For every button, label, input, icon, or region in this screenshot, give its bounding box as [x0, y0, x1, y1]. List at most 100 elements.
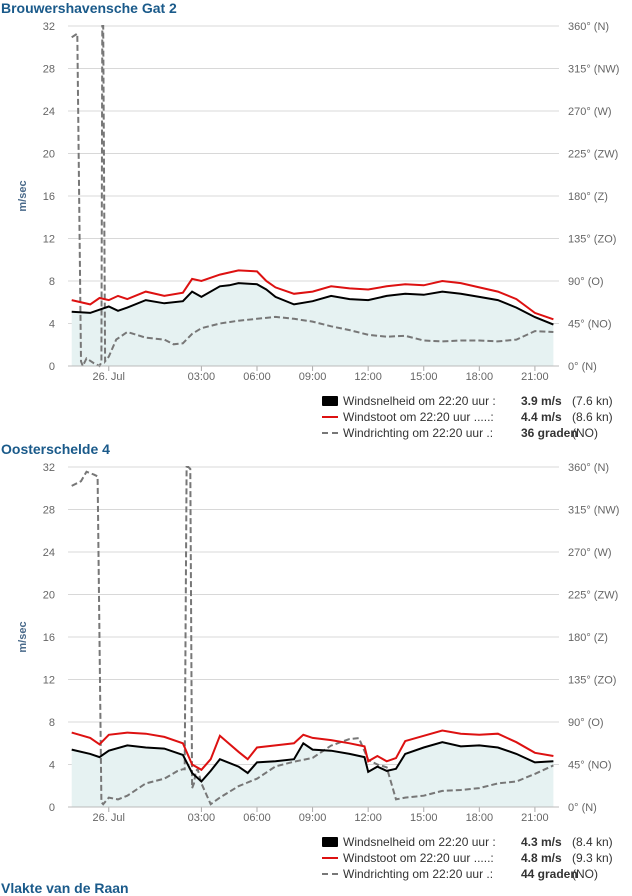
y-tick-label: 16 — [43, 632, 55, 644]
y-tick-label: 28 — [43, 64, 55, 76]
y-tick-label: 32 — [43, 462, 55, 474]
y2-tick-label: 0° (N) — [568, 361, 597, 373]
legend-item-windrichting[interactable]: Windrichting om 22:20 uur .: 44 graden (… — [322, 866, 632, 882]
y2-tick-label: 0° (N) — [568, 802, 597, 814]
y-tick-label: 16 — [43, 191, 55, 203]
station-title: Oosterschelde 4 — [1, 441, 110, 457]
legend-label: Windsnelheid om 22:20 uur : — [343, 835, 496, 849]
legend-swatch-speed — [322, 396, 338, 406]
y-tick-label: 20 — [43, 590, 55, 602]
y2-tick-label: 45° (NO) — [568, 760, 612, 772]
legend-item-windstoot[interactable]: Windstoot om 22:20 uur .....: 4.8 m/s (9… — [322, 850, 632, 866]
y-tick-label: 4 — [49, 319, 55, 331]
y-tick-label: 28 — [43, 505, 55, 517]
series-line-windrichting[interactable] — [71, 25, 554, 369]
legend-item-windsnelheid[interactable]: Windsnelheid om 22:20 uur : 3.9 m/s (7.6… — [322, 393, 632, 409]
legend-swatch-direction — [322, 873, 338, 875]
x-tick-label: 26. Jul — [93, 812, 125, 824]
series-line-windsnelheid[interactable] — [71, 282, 554, 326]
x-tick-label: 06:00 — [243, 371, 271, 383]
x-tick-label: 18:00 — [466, 371, 494, 383]
legend-unit: (8.6 kn) — [572, 410, 613, 424]
station-title-partial: Vlakte van de Raan — [1, 880, 129, 896]
legend-unit: (NO) — [572, 426, 598, 440]
y2-tick-label: 90° (O) — [568, 276, 604, 288]
y2-tick-label: 135° (ZO) — [568, 675, 616, 687]
series-line-windsnelheid[interactable] — [71, 741, 554, 783]
y2-tick-label: 270° (W) — [568, 547, 612, 559]
legend-value: 3.9 m/s — [521, 394, 562, 408]
x-tick-label: 12:00 — [354, 812, 382, 824]
x-tick-label: 15:00 — [410, 812, 438, 824]
legend-item-windrichting[interactable]: Windrichting om 22:20 uur .: 36 graden (… — [322, 425, 632, 441]
y2-tick-label: 225° (ZW) — [568, 149, 618, 161]
y2-tick-label: 270° (W) — [568, 106, 612, 118]
legend-swatch-speed — [322, 837, 338, 847]
x-tick-label: 18:00 — [466, 812, 494, 824]
legend-label: Windrichting om 22:20 uur .: — [343, 426, 494, 440]
legend-label: Windstoot om 22:20 uur .....: — [343, 410, 494, 424]
legend-swatch-gust — [322, 857, 338, 859]
y-tick-label: 8 — [49, 276, 55, 288]
x-tick-label: 26. Jul — [93, 371, 125, 383]
y2-tick-label: 225° (ZW) — [568, 590, 618, 602]
y-tick-label: 20 — [43, 149, 55, 161]
y2-tick-label: 180° (Z) — [568, 632, 608, 644]
legend-label: Windrichting om 22:20 uur .: — [343, 867, 494, 881]
y-tick-label: 8 — [49, 717, 55, 729]
y2-tick-label: 45° (NO) — [568, 319, 612, 331]
wind-chart: 0 4 8 12 16 20 24 28 32 0° (N) 45° (NO) 90° (O) 135°… — [17, 21, 619, 383]
x-tick-label: 09:00 — [299, 812, 327, 824]
station-panel-oosterschelde: Oosterschelde 4 0 4 8 12 16 20 24 28 32 0° (N) 45°… — [0, 441, 632, 881]
legend-swatch-direction — [322, 432, 338, 434]
series-line-windstoot[interactable] — [71, 729, 554, 772]
y-tick-label: 4 — [49, 760, 55, 772]
y2-tick-label: 360° (N) — [568, 462, 609, 474]
y-tick-label: 24 — [43, 547, 55, 559]
y2-tick-label: 315° (NW) — [568, 64, 619, 76]
legend-item-windsnelheid[interactable]: Windsnelheid om 22:20 uur : 4.3 m/s (8.4… — [322, 834, 632, 850]
station-panel-brouwershavensche: Brouwershavensche Gat 2 0 4 8 12 16 20 24 28 32 0… — [0, 0, 632, 440]
x-tick-label: 03:00 — [188, 371, 216, 383]
legend-unit: (NO) — [572, 867, 598, 881]
series-line-windrichting[interactable] — [71, 466, 554, 806]
wind-chart: 0 4 8 12 16 20 24 28 32 0° (N) 45° (NO) 90° (O) 135°… — [17, 462, 619, 824]
legend-value: 4.8 m/s — [521, 851, 562, 865]
y-axis-label: m/sec — [17, 621, 29, 652]
x-tick-label: 21:00 — [521, 812, 549, 824]
x-tick-label: 12:00 — [354, 371, 382, 383]
y-tick-label: 0 — [49, 361, 55, 373]
legend-label: Windstoot om 22:20 uur .....: — [343, 851, 494, 865]
speed-area — [71, 742, 554, 807]
y2-tick-label: 315° (NW) — [568, 505, 619, 517]
legend-unit: (7.6 kn) — [572, 394, 613, 408]
legend-item-windstoot[interactable]: Windstoot om 22:20 uur .....: 4.4 m/s (8… — [322, 409, 632, 425]
y2-tick-label: 180° (Z) — [568, 191, 608, 203]
y-tick-label: 0 — [49, 802, 55, 814]
legend-unit: (9.3 kn) — [572, 851, 613, 865]
x-tick-label: 03:00 — [188, 812, 216, 824]
y-axis-label: m/sec — [17, 180, 29, 211]
legend-label: Windsnelheid om 22:20 uur : — [343, 394, 496, 408]
y-tick-label: 12 — [43, 234, 55, 246]
station-title: Brouwershavensche Gat 2 — [1, 0, 177, 16]
y-tick-label: 24 — [43, 106, 55, 118]
legend-value: 4.4 m/s — [521, 410, 562, 424]
y-tick-label: 32 — [43, 21, 55, 33]
legend-value: 36 graden — [521, 426, 578, 440]
x-tick-label: 21:00 — [521, 371, 549, 383]
x-tick-label: 09:00 — [299, 371, 327, 383]
y2-tick-label: 360° (N) — [568, 21, 609, 33]
x-tick-label: 15:00 — [410, 371, 438, 383]
series-line-windstoot[interactable] — [71, 269, 554, 321]
y-tick-label: 12 — [43, 675, 55, 687]
y2-tick-label: 90° (O) — [568, 717, 604, 729]
legend-value: 4.3 m/s — [521, 835, 562, 849]
chart-legend: Windsnelheid om 22:20 uur : 4.3 m/s (8.4… — [322, 834, 632, 882]
chart-legend: Windsnelheid om 22:20 uur : 3.9 m/s (7.6… — [322, 393, 632, 441]
legend-value: 44 graden — [521, 867, 578, 881]
y2-tick-label: 135° (ZO) — [568, 234, 616, 246]
legend-unit: (8.4 kn) — [572, 835, 613, 849]
x-tick-label: 06:00 — [243, 812, 271, 824]
speed-area — [71, 283, 554, 366]
